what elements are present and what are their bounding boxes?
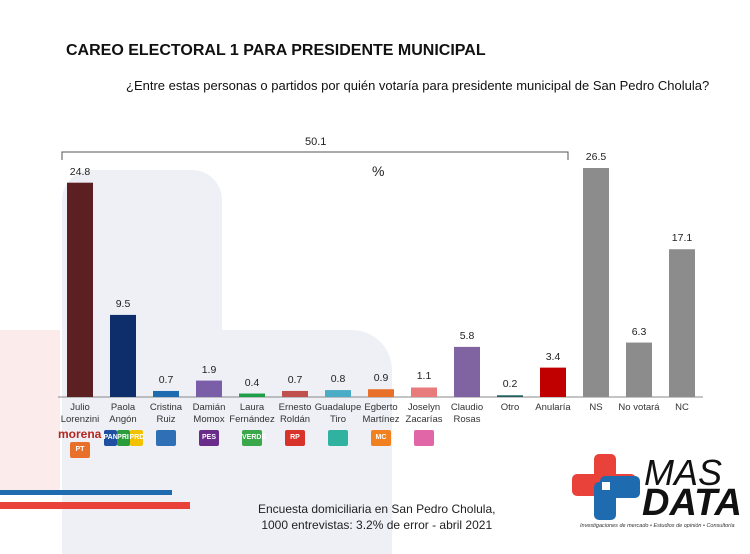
category-label: Laura Fernández	[229, 402, 275, 425]
bar-14	[669, 249, 695, 397]
data-label: 24.8	[69, 165, 91, 178]
brand-mas: MAS	[644, 452, 723, 493]
morena-logo-icon: morena	[58, 427, 102, 441]
data-label: 0.4	[244, 376, 260, 389]
data-label: 17.1	[671, 232, 693, 245]
bracket-total-label: 50.1	[305, 136, 327, 148]
data-label: 9.5	[115, 297, 131, 310]
data-label: 0.7	[158, 373, 174, 386]
footnote-line-1: Encuesta domiciliaria en San Pedro Cholu…	[258, 502, 496, 516]
data-label: 1.9	[201, 363, 217, 376]
category-label: Julio Lorenzini	[60, 402, 100, 425]
bar-10	[497, 395, 523, 397]
party-logo-icon	[414, 430, 434, 446]
party-logo-icon: PRI	[116, 430, 130, 446]
data-label: 3.4	[545, 350, 561, 363]
brand-tagline: Investigaciones de mercado • Estudios de…	[580, 523, 735, 529]
bar-0	[67, 182, 93, 397]
data-label: 26.5	[585, 151, 607, 163]
party-logo-icon	[156, 430, 176, 446]
bar-6	[325, 390, 351, 397]
party-logo-icon: RP	[285, 430, 305, 446]
survey-footnote: Encuesta domiciliaria en San Pedro Cholu…	[258, 501, 495, 533]
party-logo-icon: VERDE	[242, 430, 266, 446]
category-label: Otro	[500, 402, 520, 413]
decor-stripe-red	[0, 502, 190, 509]
category-label: Anularía	[535, 402, 571, 413]
footnote-line-2: 1000 entrevistas: 3.2% de error - abril …	[261, 518, 493, 532]
bar-1	[110, 314, 136, 397]
category-label: Ernesto Roldán	[278, 402, 312, 425]
party-logo-icon: MC	[371, 430, 391, 446]
bar-3	[196, 380, 222, 397]
category-label: Claudio Rosas	[450, 402, 484, 425]
bar-5	[282, 390, 308, 397]
data-label: 1.1	[416, 370, 432, 383]
data-label: 0.8	[330, 373, 346, 386]
category-label: Damián Momox	[192, 402, 226, 425]
party-logo-icon: PES	[199, 430, 219, 446]
party-logo-icon: PAN	[103, 430, 118, 446]
cross-logo-icon	[572, 454, 640, 520]
party-logo-icon: PT	[70, 442, 90, 458]
bar-2	[153, 390, 179, 397]
bar-13	[626, 342, 652, 397]
category-label: Joselyn Zacarías	[405, 402, 443, 425]
party-logo-icon	[328, 430, 348, 446]
bar-11	[540, 367, 566, 397]
category-label: Egberto Martínez	[362, 402, 400, 425]
bar-12	[583, 168, 609, 397]
category-label: Cristina Ruiz	[149, 402, 183, 425]
data-label: 0.7	[287, 373, 303, 386]
category-label: Guadalupe Tiro	[314, 402, 362, 425]
bar-7	[368, 389, 394, 397]
brand-data: DATA	[642, 482, 742, 524]
masdata-logo: MAS DATA Investigaciones de mercado • Es…	[572, 452, 742, 529]
category-label: Paola Angón	[109, 402, 137, 425]
category-label: No votará	[618, 402, 660, 413]
decor-stripe-blue	[0, 490, 172, 495]
party-logo-icon: PRD	[129, 430, 144, 446]
data-label: 6.3	[631, 325, 647, 338]
bar-8	[411, 387, 437, 397]
data-label: 0.2	[502, 378, 518, 391]
bracket	[61, 151, 569, 160]
unit-label: %	[372, 163, 385, 179]
category-label: NS	[589, 402, 603, 413]
background-shape	[0, 330, 60, 490]
bar-4	[239, 393, 265, 397]
chart-title: CAREO ELECTORAL 1 PARA PRESIDENTE MUNICI…	[66, 42, 486, 59]
data-label: 0.9	[373, 372, 389, 385]
survey-question: ¿Entre estas personas o partidos por qui…	[126, 78, 710, 93]
category-label: NC	[675, 402, 689, 413]
bar-9	[454, 346, 480, 397]
data-label: 5.8	[459, 329, 475, 342]
